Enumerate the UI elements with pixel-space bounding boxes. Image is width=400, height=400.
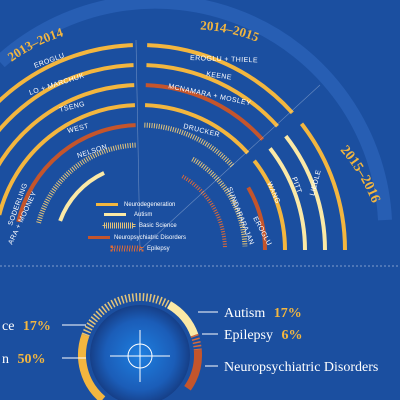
legend-swatch-neurodegeneration bbox=[96, 203, 118, 206]
donut-neurodegeneration bbox=[78, 333, 106, 400]
period-divider-1 bbox=[135, 39, 141, 251]
period-divider-2 bbox=[139, 84, 321, 251]
arc-basic-science bbox=[144, 122, 235, 169]
legend-swatch-epilepsy bbox=[110, 245, 144, 252]
arc-neurodegeneration bbox=[0, 43, 133, 104]
donut-basic-science bbox=[81, 293, 171, 337]
arc-autism bbox=[284, 134, 327, 251]
investigator-label: LO + MARCHUK bbox=[28, 72, 85, 96]
arc-neurodegeneration bbox=[0, 103, 136, 216]
donut-epilepsy bbox=[190, 333, 202, 351]
arc-neurodegeneration bbox=[146, 63, 279, 128]
arc-autism bbox=[58, 171, 105, 222]
arc-neuropsychiatric bbox=[145, 83, 265, 141]
category-donut bbox=[78, 293, 202, 400]
legend-swatch-neuropsychiatric bbox=[88, 236, 110, 239]
legend-label: Epilepsy bbox=[147, 246, 170, 252]
legend: Neurodegeneration Autism Basic Science N… bbox=[88, 202, 186, 252]
crosshair-ring bbox=[127, 343, 153, 369]
arc-neurodegeneration bbox=[0, 83, 135, 167]
arc-neurodegeneration bbox=[299, 122, 347, 251]
category-label-neuropsychiatric: Neuropsychiatric Disorders bbox=[224, 360, 378, 375]
arc-neurodegeneration bbox=[147, 43, 294, 115]
arc-neurodegeneration bbox=[0, 63, 134, 133]
funding-arcs bbox=[0, 43, 347, 251]
legend-swatch-autism bbox=[104, 213, 126, 216]
legend-label: Neurodegeneration bbox=[124, 202, 175, 208]
donut-ring bbox=[78, 293, 202, 400]
category-label-neurodegeneration: n 50% bbox=[2, 350, 45, 367]
category-label-autism: Autism 17% bbox=[224, 304, 302, 321]
legend-label: Basic Science bbox=[139, 223, 177, 229]
category-label-basic-science: ce 17% bbox=[2, 317, 51, 334]
arc-neurodegeneration bbox=[252, 159, 287, 251]
arc-epilepsy bbox=[181, 174, 227, 248]
arc-basic-science bbox=[191, 156, 248, 247]
arc-neuropsychiatric bbox=[16, 123, 136, 223]
investigator-label: EROGLU + THIELE bbox=[190, 55, 258, 64]
donut-neuropsychiatric bbox=[184, 349, 202, 391]
donut-autism bbox=[166, 301, 199, 337]
outer-halo bbox=[0, 0, 392, 221]
arc-neuropsychiatric bbox=[246, 186, 267, 251]
investigator-label: NELSON bbox=[76, 144, 108, 160]
legend-label: Neuropsychiatric Disorders bbox=[114, 235, 186, 241]
legend-swatch-basic-science bbox=[102, 222, 136, 229]
investigator-label: KEENE bbox=[206, 71, 232, 82]
investigator-label: WANG bbox=[265, 181, 281, 205]
legend-label: Autism bbox=[134, 212, 152, 218]
arc-neurodegeneration bbox=[144, 103, 250, 155]
category-label-epilepsy: Epilepsy 6% bbox=[224, 326, 302, 343]
arc-autism bbox=[268, 147, 307, 251]
